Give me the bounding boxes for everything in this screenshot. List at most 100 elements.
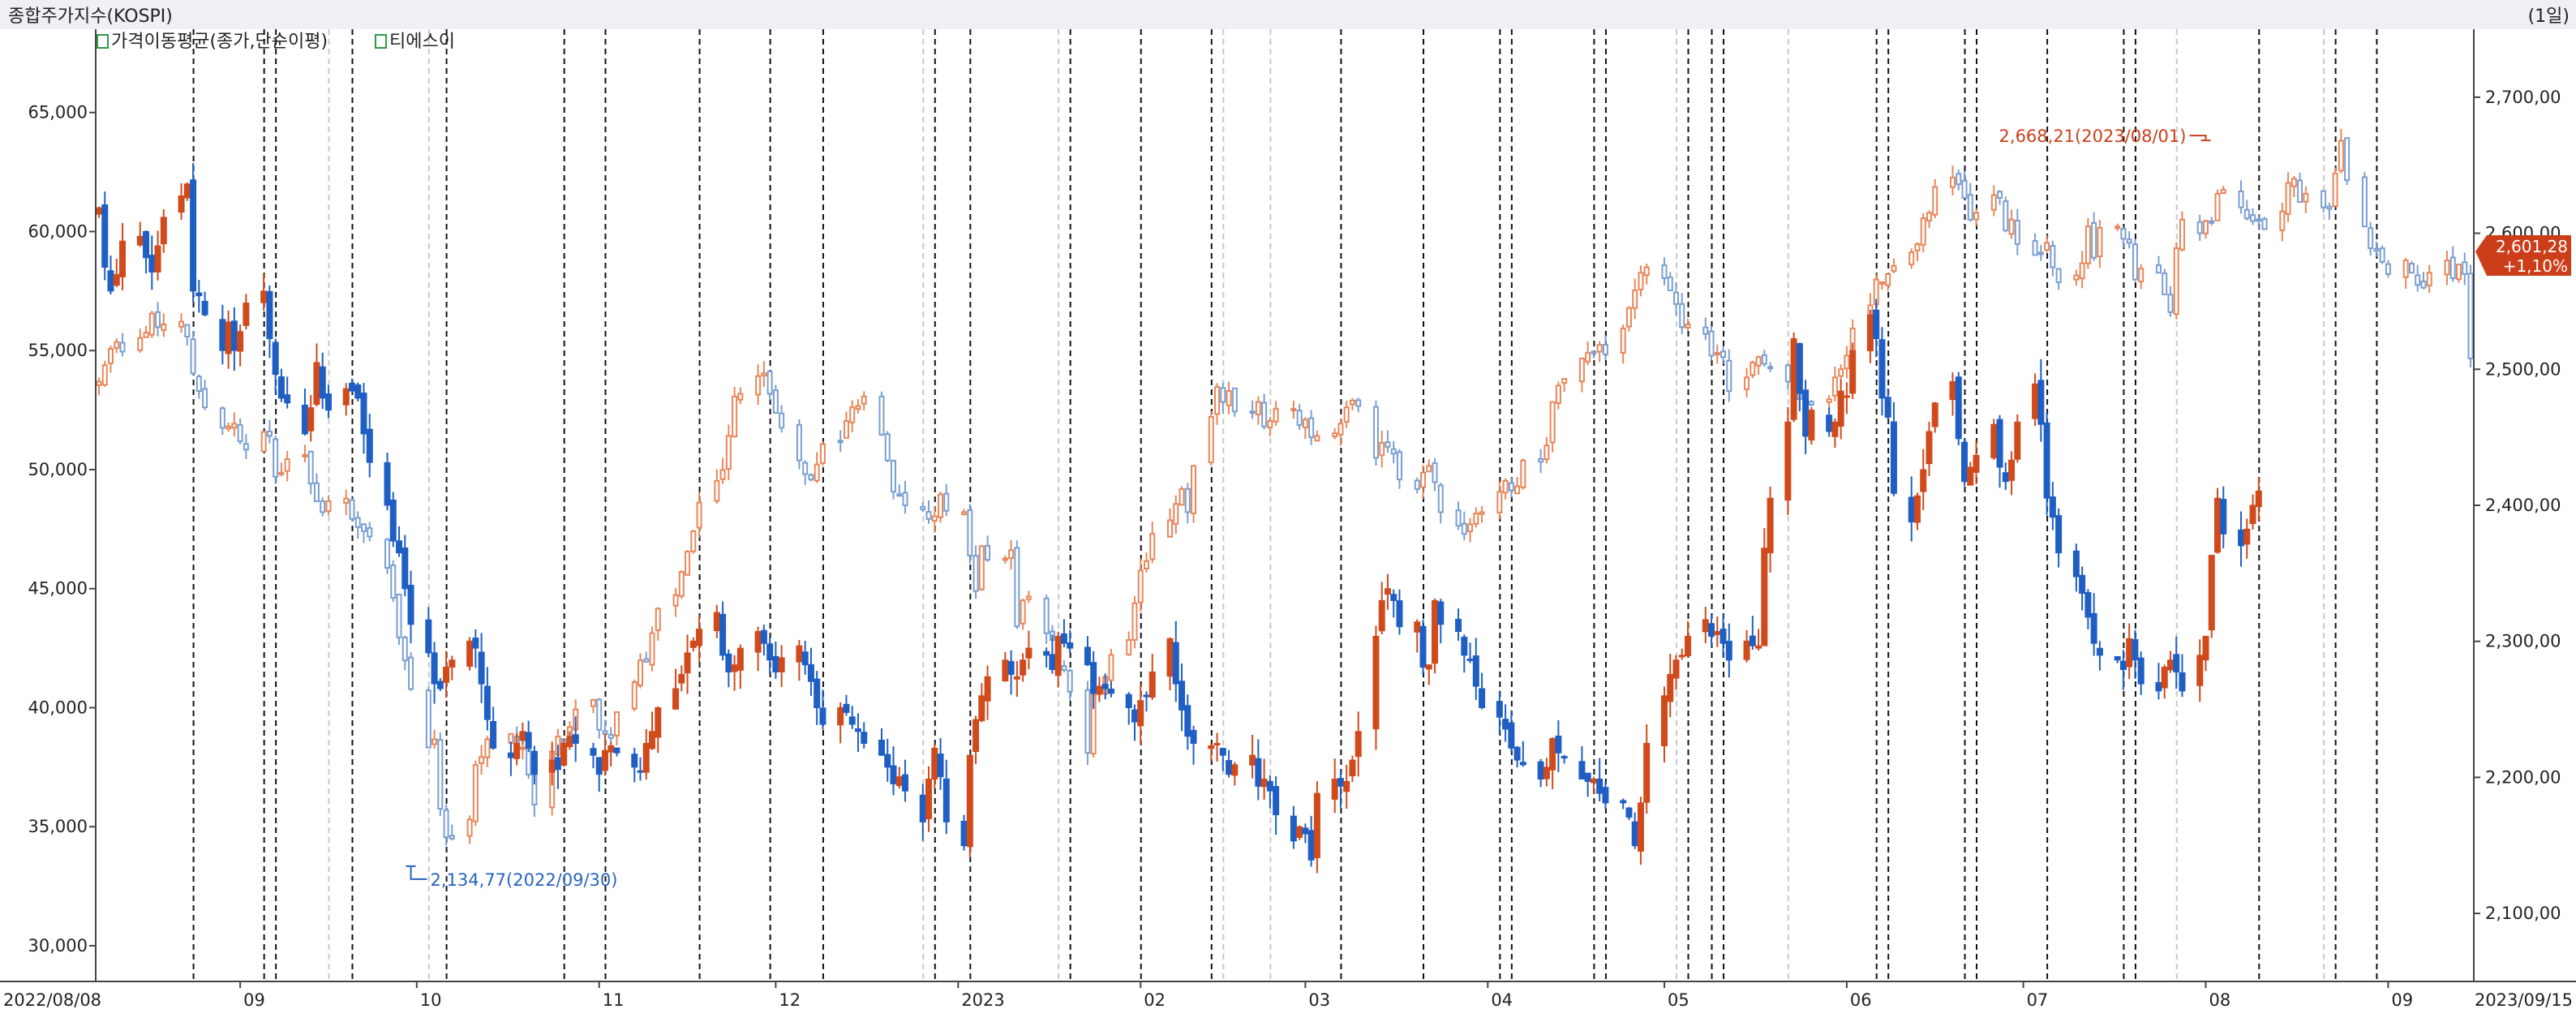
x-tick-label: 2022/08/08 (3, 990, 101, 1010)
high-label: 2,668,21(2023/08/01) (1999, 127, 2187, 146)
stock-candle-body (277, 376, 285, 399)
stock-candle-body (113, 273, 120, 286)
stock-candle-body (713, 612, 720, 632)
right-tick-label: 2,500,00 (2485, 359, 2561, 379)
stock-candle-body (931, 747, 938, 780)
stock-candle-body (243, 303, 250, 326)
index-candle-body (1667, 276, 1673, 292)
stock-candle-body (2137, 657, 2145, 685)
index-candle-body (2462, 261, 2468, 275)
stock-candle-body (919, 794, 926, 822)
stock-candle-body (449, 659, 456, 668)
index-candle-body (802, 462, 809, 475)
stock-candle-body (1425, 664, 1432, 670)
stock-candle-body (530, 750, 538, 775)
index-candle-body (260, 431, 267, 453)
stock-candle-body (649, 731, 656, 749)
index-candle-body (320, 500, 326, 513)
stock-candle-body (1131, 709, 1138, 723)
legend-item-stock: 티에스이 (389, 32, 455, 52)
stock-candle-body (2208, 555, 2215, 631)
index-candle-body (896, 493, 903, 497)
index-candle-body (2415, 274, 2421, 286)
checkbox-icon[interactable] (375, 34, 387, 49)
index-candle-body (2008, 218, 2015, 235)
index-candle-body (1891, 264, 1897, 273)
x-tick-label: 03 (1308, 990, 1330, 1010)
index-candle-body (2179, 218, 2185, 251)
index-candle-body (2402, 260, 2409, 278)
stock-candle-body (1667, 673, 1674, 702)
stock-candle-body (960, 821, 968, 847)
stock-candle-body (1549, 738, 1556, 771)
x-tick-label: 11 (603, 990, 625, 1010)
stock-candle-body (389, 500, 397, 542)
stock-candle-body (1678, 655, 1685, 658)
stock-candle-body (837, 706, 844, 726)
index-candle-body (920, 505, 926, 511)
checkbox-icon[interactable] (97, 34, 109, 49)
index-candle-body (390, 564, 397, 599)
index-candle-body (354, 517, 361, 528)
left-tick-label: 35,000 (28, 817, 88, 836)
stock-candle-body (342, 388, 350, 406)
index-candle-body (808, 474, 814, 481)
high-annotation: 2,668,21(2023/08/01) (1999, 127, 2211, 146)
stock-candle-body (1878, 339, 1886, 399)
index-candle-body (2079, 262, 2085, 280)
stock-candle-body (1660, 695, 1668, 747)
index-candle-body (1761, 354, 1767, 365)
stock-candle-body (1719, 629, 1727, 644)
stock-candle-body (2072, 550, 2080, 578)
index-candle-body (2344, 137, 2351, 182)
stock-candle-body (1767, 497, 1774, 554)
stock-candle-body (1007, 661, 1015, 675)
index-candle-body (1549, 401, 1556, 444)
index-candle-body (361, 523, 367, 532)
index-candle-body (225, 425, 232, 430)
stock-candle-body (2084, 592, 2092, 618)
index-candle-body (985, 544, 991, 561)
stock-candle-body (772, 655, 779, 672)
index-candle-body (273, 438, 279, 478)
stock-candle-body (1414, 621, 1421, 633)
index-candle-body (613, 711, 620, 736)
index-candle-body (1349, 399, 1355, 406)
stock-candle-body (848, 716, 856, 725)
index-candle-body (1143, 560, 1149, 569)
current-price-tag: 2,601,28 +1,10% (2475, 235, 2571, 276)
index-candle-body (137, 337, 144, 351)
stock-candle-body (843, 703, 850, 713)
stock-candle-body (696, 629, 703, 646)
stock-candle-body (1625, 807, 1633, 818)
stock-candle-body (490, 720, 497, 749)
left-tick-label: 30,000 (28, 936, 88, 955)
stock-candle-body (2043, 422, 2050, 499)
stock-candle-body (1096, 685, 1103, 694)
index-candle-body (2444, 260, 2450, 276)
index-candle-body (2196, 221, 2203, 234)
stock-candle-body (719, 613, 727, 656)
index-candle-body (1561, 378, 1568, 384)
x-tick-label: 02 (1144, 990, 1166, 1010)
index-candle-body (685, 551, 691, 576)
index-candle-body (755, 375, 762, 396)
stock-candle-body (1802, 389, 1810, 437)
index-candle-body (972, 555, 979, 592)
stock-candle-body (1643, 743, 1651, 803)
index-candle-body (1267, 420, 1273, 429)
index-candle-body (2238, 190, 2244, 208)
stock-candle-body (284, 394, 291, 404)
index-candle-body (2420, 281, 2427, 289)
stock-candle-body (1090, 662, 1097, 694)
stock-candle-body (183, 183, 191, 199)
index-candle-body (1149, 533, 1156, 560)
right-tick-label: 2,200,00 (2485, 767, 2561, 787)
left-tick-label: 40,000 (28, 698, 88, 717)
current-price-change: +1,10% (2503, 256, 2568, 276)
index-candle-body (772, 389, 779, 414)
stock-candle-body (1296, 826, 1303, 838)
index-candle-body (2332, 172, 2338, 208)
stock-candle-body (2255, 490, 2262, 508)
stock-candle-body (689, 640, 697, 648)
